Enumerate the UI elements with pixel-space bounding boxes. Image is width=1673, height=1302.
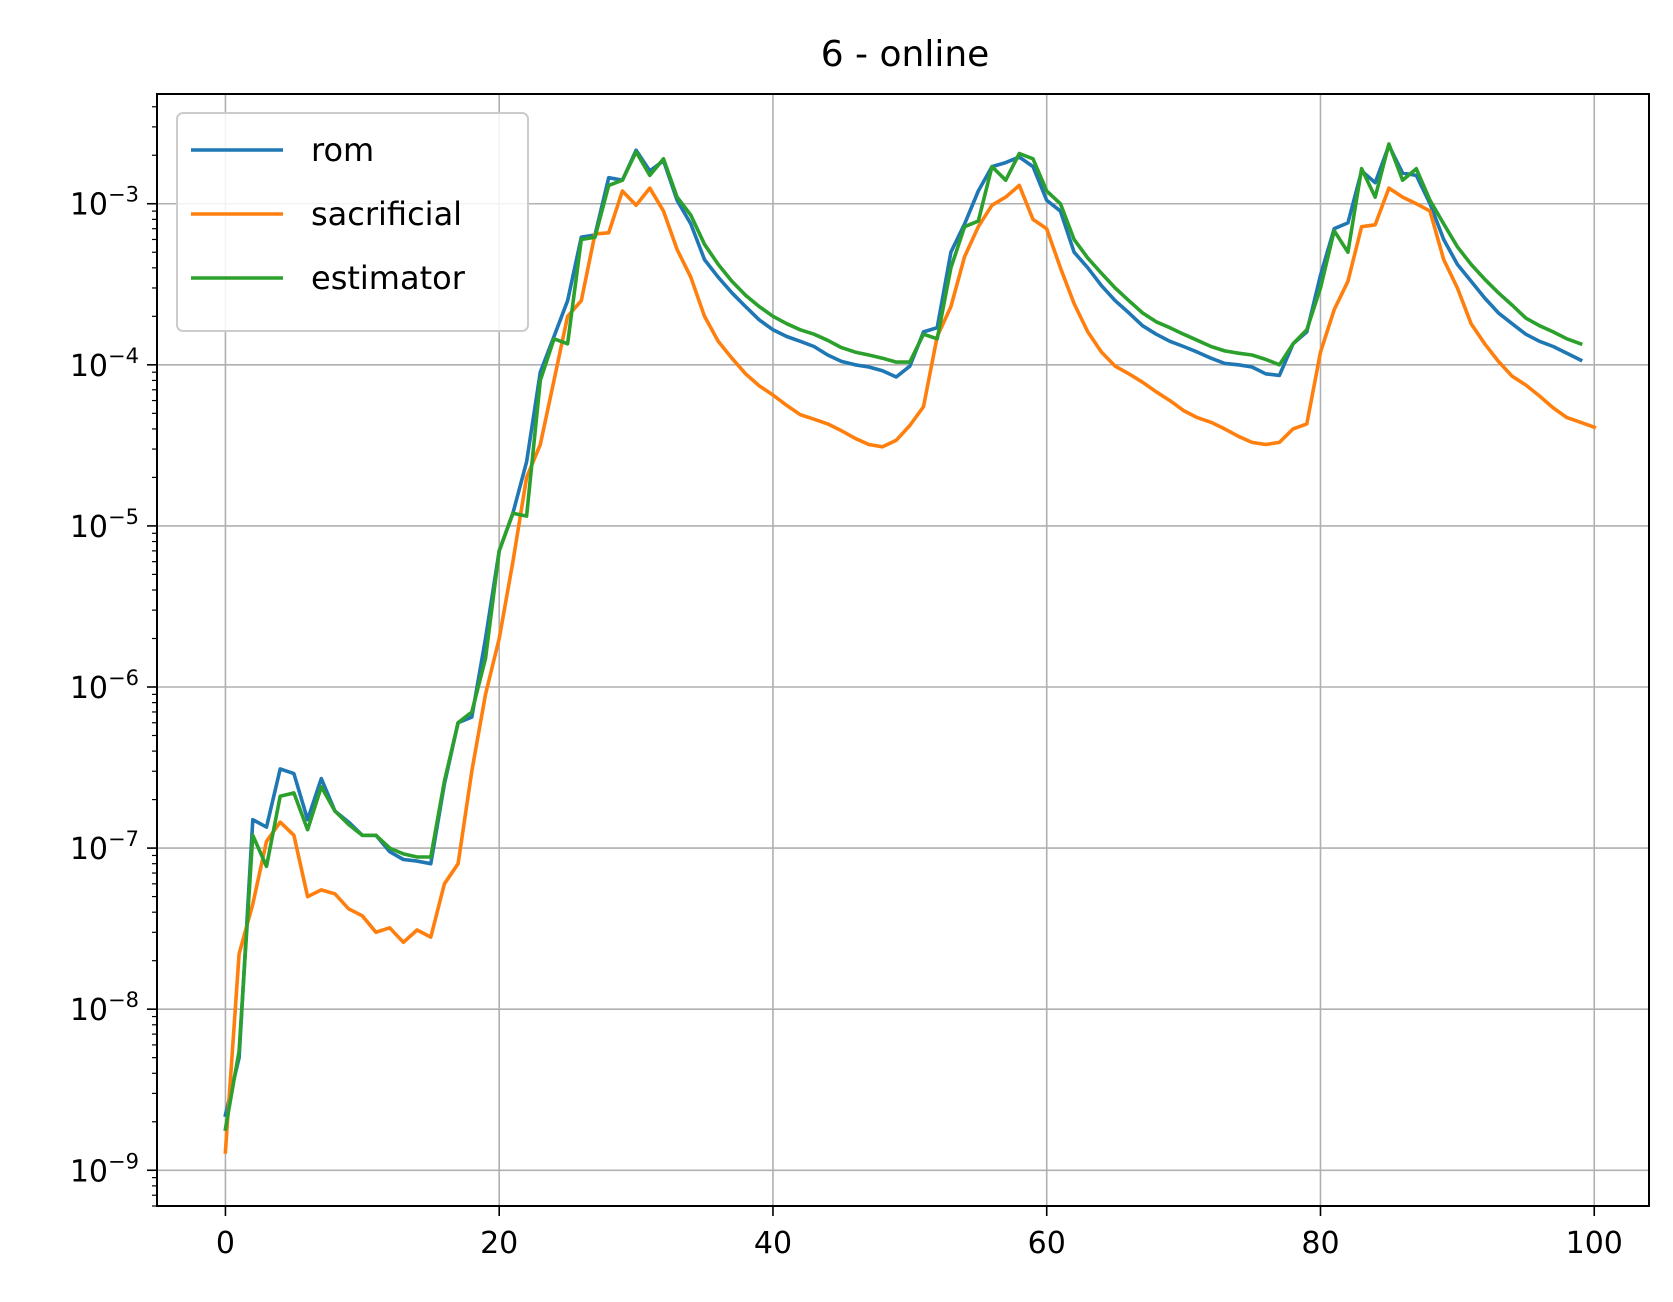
x-tick-label: 40 — [754, 1226, 792, 1261]
series-line-sacrificial — [223, 183, 1597, 1154]
y-tick-label: 10−5 — [70, 505, 139, 545]
x-tick-label: 60 — [1028, 1226, 1066, 1261]
y-tick-label: 10−4 — [70, 344, 139, 384]
y-tick-label: 10−9 — [70, 1149, 139, 1189]
x-tick-label: 100 — [1566, 1226, 1623, 1261]
chart-title: 6 - online — [821, 34, 990, 75]
legend-label-estimator: estimator — [311, 259, 466, 297]
x-axis: 0 20 40 60 80 100 — [216, 1206, 1623, 1261]
series-lines — [223, 142, 1597, 1154]
x-tick-label: 20 — [480, 1226, 518, 1261]
legend: rom sacrificial estimator — [176, 112, 529, 332]
y-tick-label: 10−8 — [70, 988, 139, 1028]
legend-label-rom: rom — [311, 131, 374, 169]
plot-frame — [156, 93, 1650, 1207]
x-tick-label: 80 — [1301, 1226, 1339, 1261]
series-line-estimator — [223, 142, 1583, 1132]
y-tick-label: 10−6 — [70, 666, 139, 706]
y-tick-label: 10−3 — [70, 183, 139, 223]
legend-label-sacrificial: sacrificial — [311, 195, 462, 233]
y-tick-label: 10−7 — [70, 827, 139, 867]
x-tick-label: 0 — [216, 1226, 235, 1261]
y-axis: 10−9 10−8 10−7 10−6 10−5 10−4 10−3 — [70, 106, 157, 1207]
